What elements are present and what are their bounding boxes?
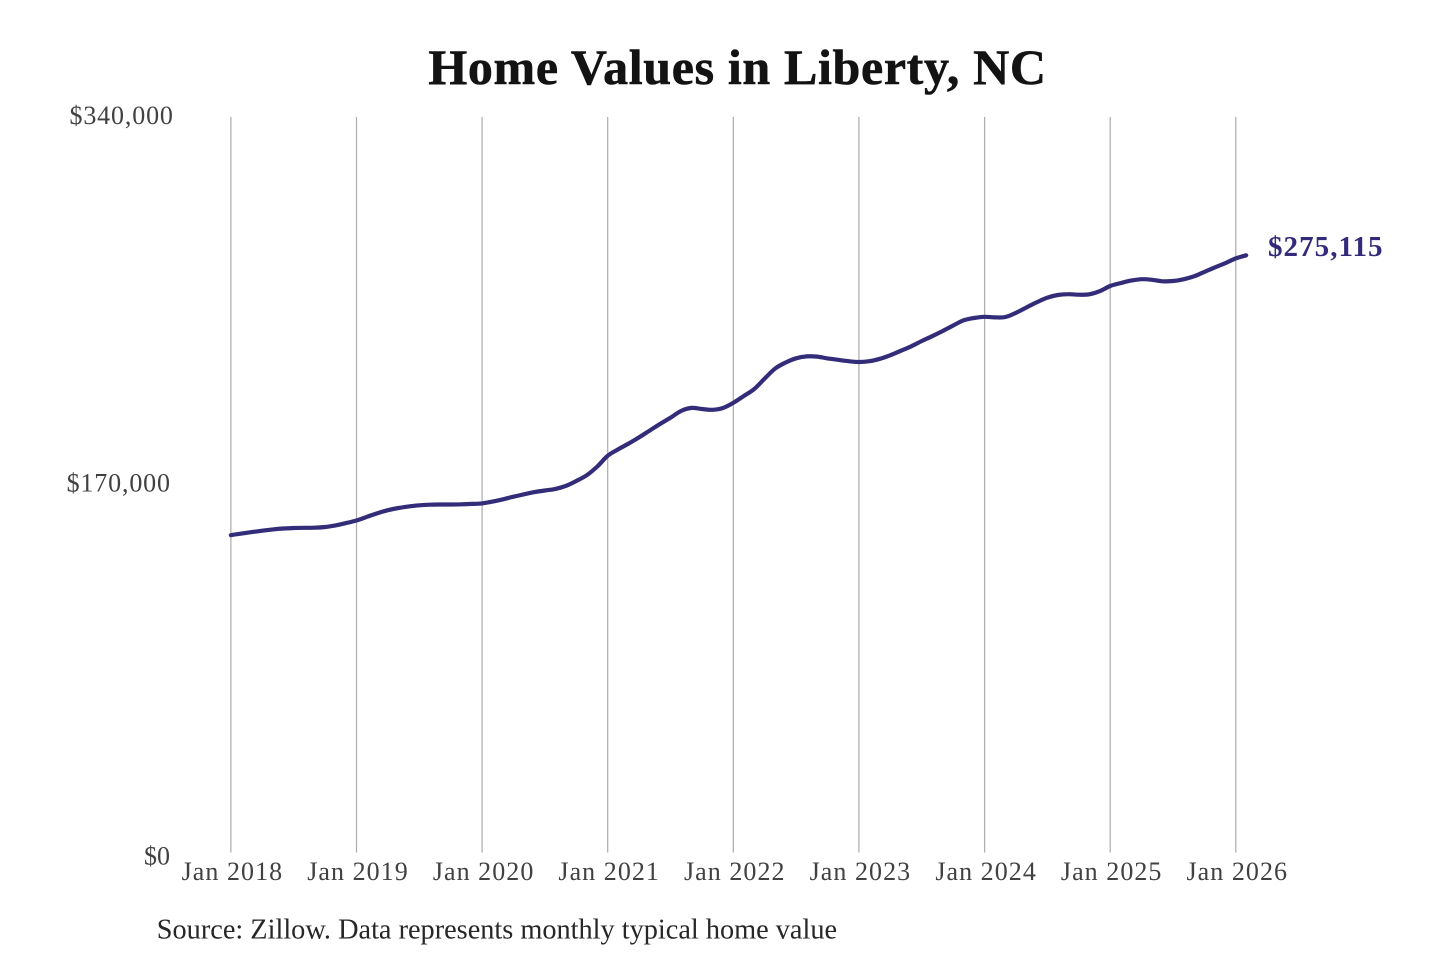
svg-text:Jan 2021: Jan 2021: [558, 857, 660, 886]
svg-text:Source: Zillow. Data represent: Source: Zillow. Data represents monthly …: [157, 914, 837, 945]
svg-text:Jan 2022: Jan 2022: [684, 857, 786, 886]
svg-text:Home Values in Liberty, NC: Home Values in Liberty, NC: [428, 39, 1046, 95]
svg-text:Jan 2025: Jan 2025: [1061, 857, 1163, 886]
svg-text:$170,000: $170,000: [67, 468, 171, 497]
svg-text:$275,115: $275,115: [1268, 231, 1384, 263]
svg-text:Jan 2023: Jan 2023: [810, 857, 912, 886]
svg-text:Jan 2024: Jan 2024: [935, 857, 1037, 886]
svg-text:Jan 2026: Jan 2026: [1187, 857, 1289, 886]
svg-text:Jan 2020: Jan 2020: [433, 857, 535, 886]
svg-text:$340,000: $340,000: [69, 101, 173, 130]
svg-text:$0: $0: [144, 842, 170, 871]
svg-text:Jan 2018: Jan 2018: [182, 857, 284, 886]
svg-text:Jan 2019: Jan 2019: [307, 857, 409, 886]
